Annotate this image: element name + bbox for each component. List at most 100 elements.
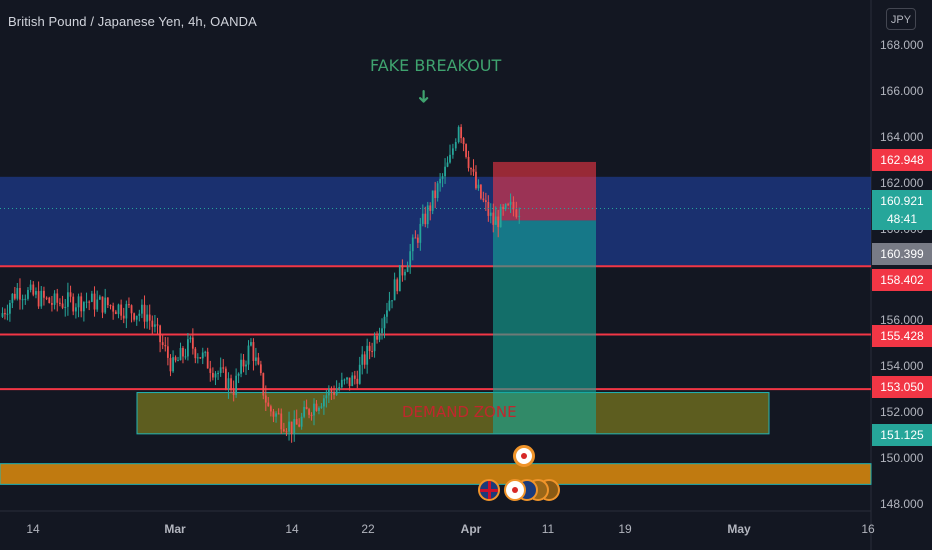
uk-flag-event-icon[interactable]: [478, 479, 500, 501]
candle-body: [378, 333, 381, 340]
candle-body: [288, 421, 290, 432]
candle-body: [98, 296, 101, 300]
candle-body: [310, 414, 313, 416]
candle-body: [262, 373, 265, 396]
candle-body: [269, 406, 272, 412]
candle-body: [386, 310, 388, 317]
candle-body: [467, 156, 470, 169]
candle-body: [327, 388, 330, 396]
candle-body: [166, 346, 169, 358]
candle-body: [482, 198, 485, 201]
candle-body: [414, 237, 417, 239]
candle-body: [406, 266, 409, 272]
candle-body: [138, 313, 141, 316]
candle-body: [285, 431, 288, 433]
time-axis-tick: 19: [618, 522, 632, 536]
candle-body: [330, 388, 333, 392]
candle-body: [51, 303, 53, 305]
candle-body: [214, 373, 217, 378]
candle-body: [6, 313, 9, 315]
candle-body: [356, 378, 359, 384]
candle-body: [494, 216, 497, 225]
candle-body: [27, 289, 29, 299]
candle-body: [393, 279, 396, 301]
candle-body: [388, 300, 391, 311]
candle-body: [90, 293, 93, 302]
candle-body: [235, 375, 238, 395]
candle-body: [366, 345, 369, 365]
candle-body: [434, 190, 437, 199]
candle-body: [426, 205, 429, 225]
candle-body: [255, 357, 257, 361]
candle-body: [303, 406, 306, 417]
candle-body: [125, 304, 128, 319]
candle-body: [398, 265, 401, 292]
candle-body: [122, 315, 125, 319]
candle-body: [465, 144, 467, 157]
candle-body: [348, 377, 351, 386]
candle-body: [509, 201, 512, 205]
candle-body: [298, 424, 301, 427]
price-axis-tick: 164.000: [880, 129, 924, 144]
candle-body: [446, 162, 449, 167]
candle-body: [53, 293, 56, 305]
candle-body: [492, 212, 495, 225]
candle-body: [189, 337, 192, 340]
current-price-label: 160.921 48:41: [872, 190, 932, 230]
position-target-zone: [493, 220, 596, 434]
candle-body: [120, 304, 123, 316]
candle-body: [40, 290, 43, 307]
candle-body: [219, 367, 222, 373]
candle-body: [11, 293, 14, 303]
candle-body: [391, 300, 393, 302]
candle-body: [308, 409, 310, 415]
candle-body: [512, 201, 515, 210]
candle-body: [96, 299, 99, 310]
candle-body: [264, 395, 267, 403]
price-axis-tick: 152.000: [880, 405, 924, 420]
candle-body: [29, 284, 32, 290]
current-price-value: 160.921: [880, 194, 924, 208]
candle-body: [191, 337, 194, 349]
candle-body: [133, 313, 136, 320]
candle-body: [146, 314, 149, 322]
candle-body: [187, 339, 189, 357]
price-axis-tick: 166.000: [880, 83, 924, 98]
candle-body: [363, 354, 366, 365]
japan-flag-event-icon-2[interactable]: [504, 479, 526, 501]
candle-body: [340, 379, 343, 388]
candle-body: [232, 390, 235, 395]
candle-body: [419, 223, 422, 243]
candle-body: [441, 176, 444, 179]
candle-body: [179, 347, 182, 361]
candle-body: [436, 183, 439, 199]
candle-body: [325, 395, 328, 399]
candle-body: [404, 271, 406, 276]
symbol-title[interactable]: British Pound / Japanese Yen, 4h, OANDA: [8, 14, 257, 29]
candle-body: [151, 320, 154, 327]
candle-body: [267, 402, 270, 407]
candle-body: [135, 315, 138, 320]
candle-body: [439, 178, 442, 184]
candle-body: [368, 345, 371, 352]
candle-body: [361, 354, 364, 365]
japan-flag-event-icon[interactable]: [513, 445, 535, 467]
time-axis-tick: 11: [541, 522, 555, 536]
candle-body: [497, 216, 500, 228]
candle-body: [381, 328, 383, 334]
candle-body: [318, 407, 320, 411]
candle-body: [272, 411, 275, 417]
level-2-price-label: 155.428: [872, 325, 932, 347]
uk-flag-cross-v: [488, 481, 491, 499]
candle-body: [371, 351, 374, 353]
demand-zone: [136, 392, 770, 435]
currency-button[interactable]: JPY: [886, 8, 916, 30]
candle-body: [335, 389, 338, 395]
arrow-down-icon: ➜: [413, 86, 434, 107]
candle-body: [194, 348, 197, 359]
candle-body: [277, 413, 280, 415]
candle-body: [346, 377, 348, 380]
candle-body: [477, 184, 480, 189]
